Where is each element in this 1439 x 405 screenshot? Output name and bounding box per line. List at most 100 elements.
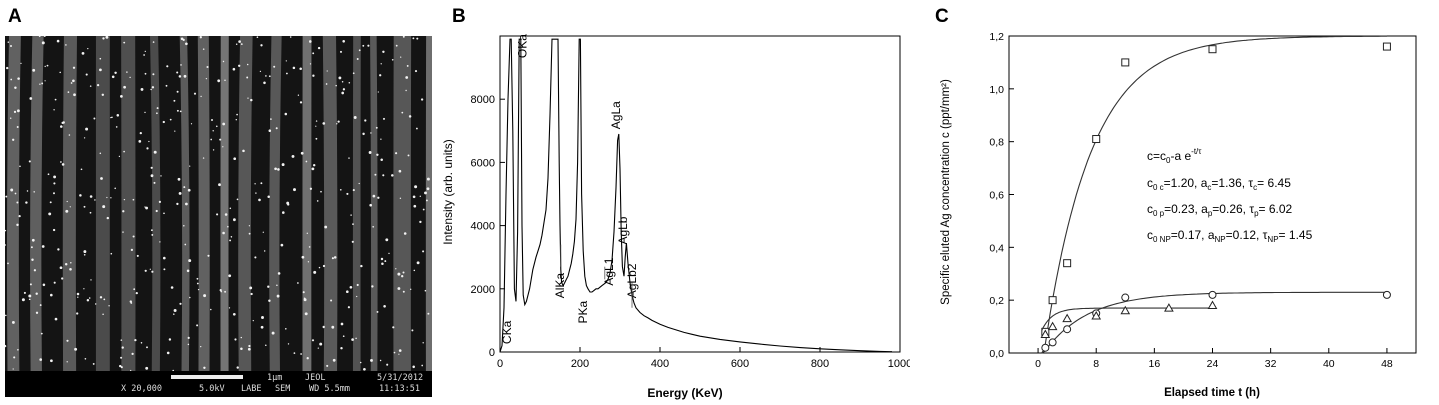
sem-particle [341,91,345,95]
edx-plot-frame [499,35,901,353]
sem-particle [163,212,165,215]
sem-particle [222,146,224,148]
sem-particle [322,325,325,329]
sem-particle [220,290,223,293]
elution-x-tick-label: 32 [1265,358,1277,370]
fit-parameter-row: c0 c=1.20, ac=1.36, τc= 6.45 [1147,176,1291,192]
sem-particle [183,74,187,78]
sem-particle [61,121,64,125]
sem-particle [35,292,38,295]
sem-particle [338,76,342,80]
sem-particle [180,64,182,66]
sem-particle [187,188,191,192]
sem-particle [302,291,305,294]
sem-particle [367,44,370,47]
sem-particle [21,298,25,302]
sem-particle [326,70,328,72]
sem-magnification: X 20,000 [121,384,162,394]
sem-particle [285,60,287,62]
sem-particle [120,95,123,98]
sem-particle [407,154,410,157]
sem-particle [132,198,135,201]
sem-particle [153,150,157,154]
sem-particle [340,322,344,326]
sem-particle [17,77,20,80]
sem-particle [176,71,179,74]
sem-particle [59,71,61,74]
sem-particle [346,192,349,195]
sem-particle [150,166,153,169]
sem-particle [235,43,238,45]
sem-particle [282,211,285,214]
sem-particle [85,127,89,131]
sem-particle [111,75,115,79]
sem-particle [199,36,202,39]
sem-particle [50,293,53,297]
sem-particle [89,195,93,198]
sem-particle [277,272,281,275]
sem-particle [342,88,346,91]
sem-particle [80,168,83,171]
sem-particle [99,68,102,72]
sem-particle [35,311,39,314]
sem-particle [265,75,267,77]
sem-particle [386,363,389,366]
sem-particle [377,196,380,199]
sem-particle [129,300,132,303]
sem-particle [10,188,14,192]
data-point-square [1092,135,1101,144]
edx-y-tick-label: 2000 [471,284,495,296]
sem-particle [351,240,354,243]
sem-particle [176,202,179,206]
sem-particle [319,342,323,346]
sem-particle [160,175,162,177]
sem-particle [277,168,280,171]
sem-particle [412,37,415,40]
sem-particle [397,287,401,290]
edx-y-tick-label: 4000 [471,221,495,233]
data-point-square [1048,296,1057,305]
sem-particle [362,44,365,47]
sem-particle [5,244,7,246]
sem-particle [238,40,241,43]
data-point-triangle [1047,321,1058,331]
sem-particle [122,231,124,233]
sem-particle [89,211,92,214]
sem-particle [103,298,106,301]
sem-particle [5,314,7,317]
sem-particle [205,77,208,80]
sem-particle [299,67,302,71]
elution-y-tick-label: 1,0 [989,84,1004,96]
sem-particle [61,163,65,166]
sem-particle [315,120,318,122]
sem-particle [76,292,80,296]
fit-equation: c=c0-a e-t/τ [1147,147,1202,165]
sem-particle [236,113,238,116]
elution-x-tick-label: 24 [1207,358,1219,370]
sem-particle [415,127,418,130]
sem-particle [349,285,353,289]
sem-particle [146,346,148,349]
sem-particle [236,366,239,369]
edx-x-tick-label: 600 [731,358,749,370]
sem-particle [184,243,187,246]
sem-particle [65,209,69,213]
sem-particle [262,231,264,233]
sem-particle [202,157,205,159]
sem-info-bar: 1μm JEOL 5/31/2012 X 20,000 5.0kV LABE S… [5,371,432,397]
elution-x-tick-label: 16 [1149,358,1161,370]
sem-particle [44,65,46,68]
sem-particle [110,197,112,199]
sem-particle [402,36,405,38]
sem-particle [380,63,382,65]
sem-particle [134,338,137,342]
sem-particle [229,239,232,242]
sem-particle [11,320,15,324]
sem-particle [20,62,22,65]
data-point-square [1121,58,1130,67]
sem-ridge [30,36,44,371]
data-point-triangle [1062,313,1073,323]
sem-particle [255,192,257,194]
sem-particle [313,270,317,274]
sem-ridge [121,36,136,371]
